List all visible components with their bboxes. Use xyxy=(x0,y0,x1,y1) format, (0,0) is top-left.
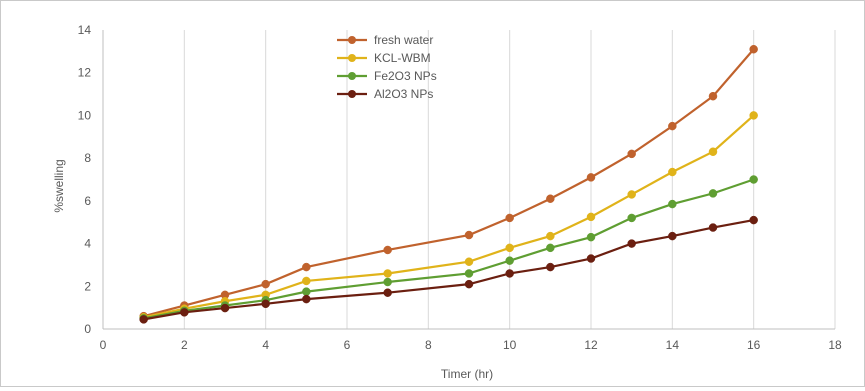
data-point xyxy=(302,294,311,304)
x-tick-label: 16 xyxy=(747,338,761,352)
data-point xyxy=(180,308,189,317)
data-point xyxy=(749,175,758,184)
data-point xyxy=(139,315,148,324)
series-line xyxy=(143,114,755,319)
y-tick-label: 4 xyxy=(84,237,91,251)
y-tick-label: 0 xyxy=(84,322,91,336)
data-point xyxy=(586,232,596,242)
data-point xyxy=(220,303,230,313)
series-line xyxy=(143,48,755,318)
data-point xyxy=(708,223,718,232)
data-point xyxy=(464,230,474,240)
data-point xyxy=(749,44,758,54)
x-tick-label: 12 xyxy=(584,338,598,352)
data-point xyxy=(546,243,555,253)
data-point xyxy=(749,215,758,225)
x-tick-label: 6 xyxy=(344,338,351,352)
x-tick-label: 0 xyxy=(100,338,107,352)
data-point xyxy=(464,269,474,278)
data-point xyxy=(546,262,555,272)
data-point xyxy=(668,199,677,209)
x-tick-label: 14 xyxy=(666,338,680,352)
data-point xyxy=(627,149,636,159)
series-line xyxy=(143,178,755,320)
data-point xyxy=(546,231,555,241)
legend-label: Fe2O3 NPs xyxy=(374,69,437,83)
data-point xyxy=(302,287,311,296)
data-point xyxy=(505,213,514,223)
data-point xyxy=(505,256,514,265)
legend-marker xyxy=(348,36,356,44)
y-axis-label: %swelling xyxy=(52,159,66,212)
data-point xyxy=(668,231,677,241)
data-point xyxy=(302,262,311,272)
data-point xyxy=(261,299,270,309)
data-point xyxy=(261,279,270,289)
x-axis-label: Timer (hr) xyxy=(441,367,493,381)
legend-marker xyxy=(348,90,356,98)
x-tick-label: 2 xyxy=(181,338,188,352)
legend-label: KCL-WBM xyxy=(374,51,431,65)
y-tick-label: 10 xyxy=(78,108,92,122)
data-point xyxy=(586,212,596,222)
data-point xyxy=(708,91,718,101)
data-point xyxy=(627,190,636,199)
series-line xyxy=(143,218,754,321)
x-tick-label: 10 xyxy=(503,338,517,352)
axes xyxy=(102,30,835,330)
data-point xyxy=(383,245,392,255)
x-tick-label: 4 xyxy=(262,338,269,352)
data-point xyxy=(749,111,758,120)
x-tick-label: 18 xyxy=(828,338,842,352)
data-point xyxy=(383,277,392,287)
data-point xyxy=(464,257,474,266)
data-point xyxy=(708,147,718,156)
y-tick-label: 6 xyxy=(84,194,91,208)
legend-marker xyxy=(348,72,356,80)
y-tick-label: 8 xyxy=(84,151,91,165)
data-point xyxy=(627,213,636,223)
data-point xyxy=(627,239,636,248)
data-point xyxy=(586,173,596,182)
data-point xyxy=(302,276,311,286)
legend: fresh water KCL-WBM Fe2O3 NPs Al2O3 NPs xyxy=(337,33,437,101)
data-point xyxy=(668,167,677,177)
tick-labels: 0 2 4 6 8 10 12 14 16 18 0 2 4 6 8 10 12 14 xyxy=(78,23,842,352)
series-3 xyxy=(139,215,758,324)
series-0 xyxy=(139,44,758,321)
data-point xyxy=(464,279,474,289)
legend-marker xyxy=(348,54,356,62)
x-tick-label: 8 xyxy=(425,338,432,352)
y-tick-label: 14 xyxy=(78,23,92,37)
data-point xyxy=(505,269,514,278)
series-1 xyxy=(139,111,758,322)
data-point xyxy=(505,243,514,253)
y-tick-label: 12 xyxy=(78,66,92,80)
data-point xyxy=(383,288,392,297)
gridlines xyxy=(183,30,836,329)
data-point xyxy=(708,189,718,198)
data-point xyxy=(586,254,596,263)
legend-label: fresh water xyxy=(374,33,433,47)
series-2 xyxy=(139,175,758,323)
series-group xyxy=(139,44,758,324)
legend-label: Al2O3 NPs xyxy=(374,87,433,101)
data-point xyxy=(383,269,392,278)
data-point xyxy=(546,194,555,203)
data-point xyxy=(668,121,677,131)
y-tick-label: 2 xyxy=(84,279,91,293)
